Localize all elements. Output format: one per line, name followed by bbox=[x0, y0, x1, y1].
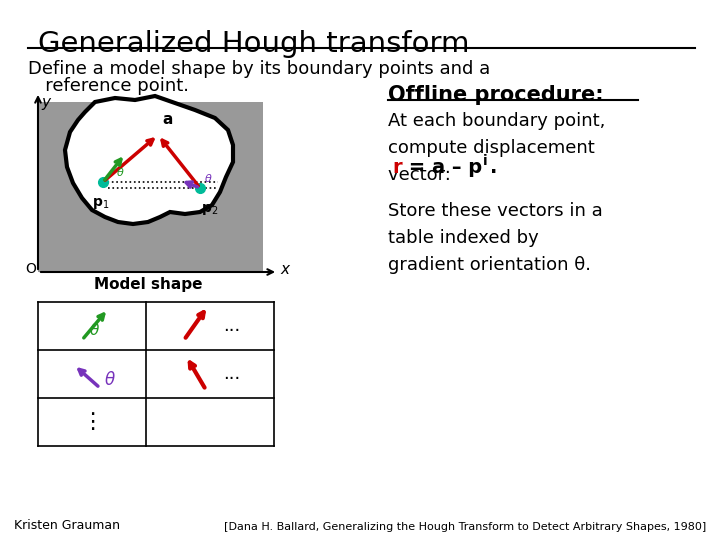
Text: Store these vectors in a
table indexed by
gradient orientation θ.: Store these vectors in a table indexed b… bbox=[388, 202, 603, 274]
Text: O: O bbox=[25, 262, 36, 276]
Polygon shape bbox=[65, 96, 233, 224]
Text: ...: ... bbox=[223, 317, 240, 335]
Text: Kristen Grauman: Kristen Grauman bbox=[14, 519, 120, 532]
Text: At each boundary point,
compute displacement
vector:: At each boundary point, compute displace… bbox=[388, 112, 606, 184]
Text: a: a bbox=[162, 112, 172, 127]
Text: Model shape: Model shape bbox=[94, 277, 202, 292]
Text: r: r bbox=[392, 158, 402, 177]
Text: $\mathbf{p}_1$: $\mathbf{p}_1$ bbox=[92, 196, 109, 211]
Text: reference point.: reference point. bbox=[28, 77, 189, 95]
Text: .: . bbox=[490, 158, 498, 177]
Text: Generalized Hough transform: Generalized Hough transform bbox=[38, 30, 469, 58]
Text: $\theta$: $\theta$ bbox=[204, 172, 212, 184]
Text: x: x bbox=[280, 261, 289, 276]
Text: $\theta$: $\theta$ bbox=[104, 371, 116, 389]
Text: y: y bbox=[41, 95, 50, 110]
Text: Define a model shape by its boundary points and a: Define a model shape by its boundary poi… bbox=[28, 60, 490, 78]
Text: i: i bbox=[483, 154, 487, 168]
Text: = a – p: = a – p bbox=[402, 158, 482, 177]
Text: ⋮: ⋮ bbox=[81, 412, 103, 432]
Text: $\theta$: $\theta$ bbox=[116, 166, 125, 178]
Text: ...: ... bbox=[223, 365, 240, 383]
Text: [Dana H. Ballard, Generalizing the Hough Transform to Detect Arbitrary Shapes, 1: [Dana H. Ballard, Generalizing the Hough… bbox=[224, 522, 706, 532]
Text: $\mathbf{p}_2$: $\mathbf{p}_2$ bbox=[202, 202, 219, 217]
Bar bbox=[38, 102, 263, 272]
Text: $\theta$: $\theta$ bbox=[89, 322, 101, 338]
Text: Offline procedure:: Offline procedure: bbox=[388, 85, 603, 105]
